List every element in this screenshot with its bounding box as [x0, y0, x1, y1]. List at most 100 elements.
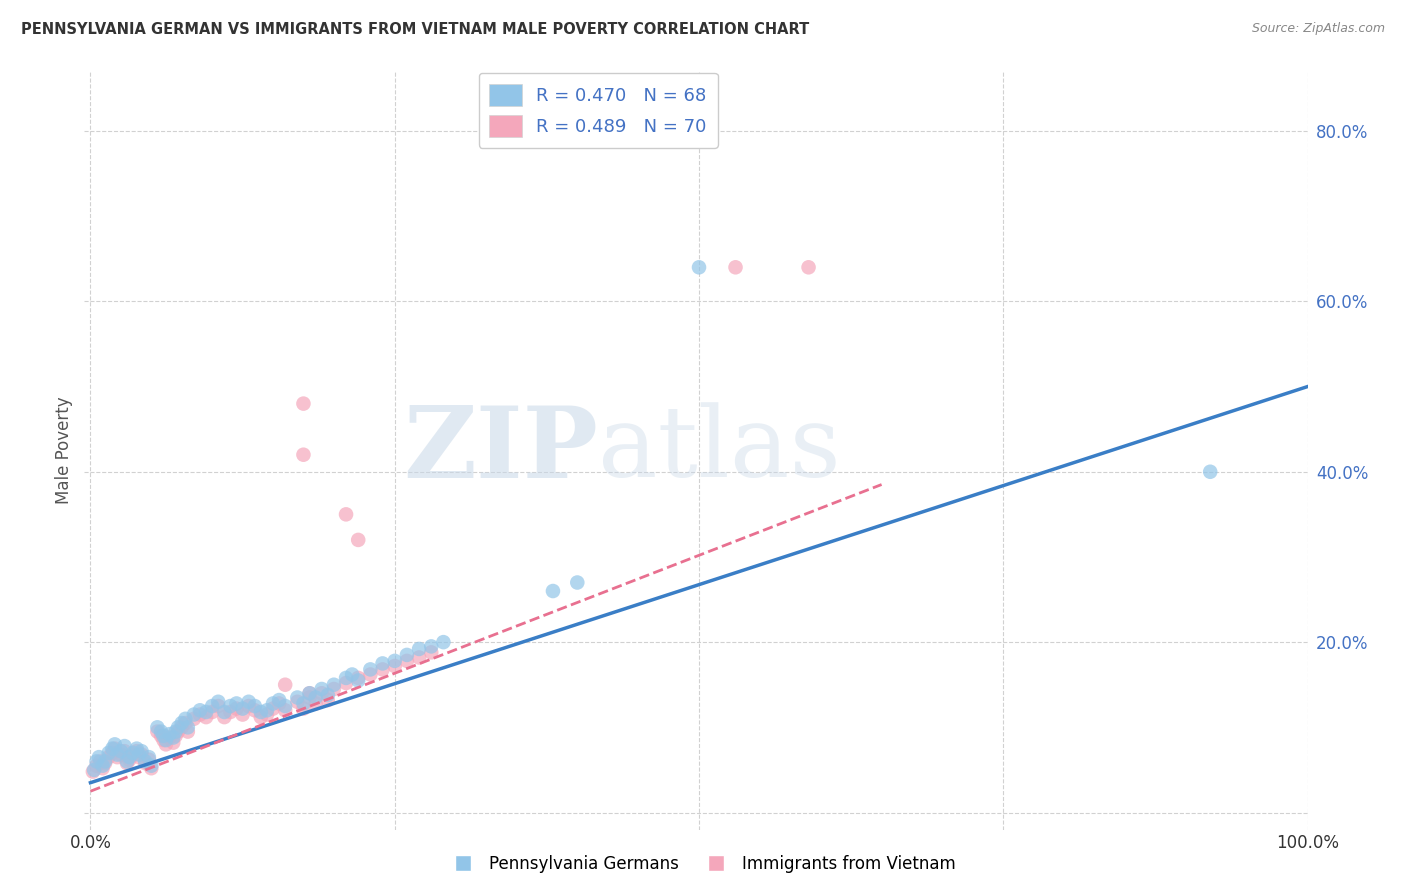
Point — [274, 699, 297, 714]
Text: atlas: atlas — [598, 402, 841, 499]
Point — [162, 736, 184, 750]
Point — [420, 640, 443, 654]
Point — [146, 720, 169, 734]
Point — [155, 737, 177, 751]
Point — [395, 648, 418, 662]
Point — [335, 676, 357, 690]
Point — [125, 744, 148, 758]
Point — [225, 697, 247, 711]
Point — [219, 705, 242, 719]
Point — [110, 744, 132, 758]
Point — [115, 755, 138, 769]
Point — [118, 750, 141, 764]
Point — [285, 690, 308, 705]
Point — [150, 724, 173, 739]
Point — [408, 642, 430, 657]
Point — [225, 701, 247, 715]
Text: ZIP: ZIP — [404, 402, 598, 499]
Point — [384, 654, 406, 668]
Point — [274, 678, 297, 692]
Point — [322, 681, 344, 696]
Point — [1199, 465, 1222, 479]
Point — [150, 729, 173, 743]
Legend: Pennsylvania Germans, Immigrants from Vietnam: Pennsylvania Germans, Immigrants from Vi… — [444, 848, 962, 880]
Point — [167, 724, 190, 739]
Text: Source: ZipAtlas.com: Source: ZipAtlas.com — [1251, 22, 1385, 36]
Point — [91, 761, 114, 775]
Point — [105, 750, 128, 764]
Point — [304, 690, 326, 705]
Point — [134, 756, 156, 771]
Point — [335, 671, 357, 685]
Point — [131, 744, 153, 758]
Legend: R = 0.470   N = 68, R = 0.489   N = 70: R = 0.470 N = 68, R = 0.489 N = 70 — [478, 73, 717, 147]
Point — [94, 756, 117, 771]
Point — [105, 747, 128, 762]
Point — [125, 741, 148, 756]
Point — [152, 729, 174, 743]
Point — [298, 686, 321, 700]
Point — [214, 710, 236, 724]
Point — [159, 731, 181, 745]
Point — [177, 724, 200, 739]
Point — [91, 758, 114, 772]
Point — [159, 727, 181, 741]
Point — [83, 763, 105, 777]
Point — [420, 645, 443, 659]
Point — [269, 697, 291, 711]
Point — [250, 705, 273, 719]
Point — [114, 739, 136, 753]
Point — [87, 750, 110, 764]
Point — [89, 755, 111, 769]
Point — [122, 746, 145, 760]
Point — [797, 260, 820, 275]
Point — [347, 533, 370, 547]
Point — [188, 703, 211, 717]
Point — [188, 707, 211, 722]
Point — [94, 755, 117, 769]
Point — [110, 747, 132, 762]
Point — [207, 699, 229, 714]
Point — [219, 699, 242, 714]
Point — [322, 678, 344, 692]
Point — [371, 657, 394, 671]
Point — [101, 746, 124, 760]
Point — [238, 699, 260, 714]
Point — [432, 635, 454, 649]
Y-axis label: Male Poverty: Male Poverty — [55, 397, 73, 504]
Point — [541, 584, 564, 599]
Point — [335, 508, 357, 522]
Point — [128, 747, 150, 762]
Point — [688, 260, 710, 275]
Point — [183, 707, 205, 722]
Point — [292, 701, 315, 715]
Point — [146, 724, 169, 739]
Point — [97, 746, 120, 760]
Point — [408, 650, 430, 665]
Point — [347, 673, 370, 688]
Point — [165, 729, 187, 743]
Point — [232, 701, 254, 715]
Point — [138, 750, 160, 764]
Point — [269, 693, 291, 707]
Point — [134, 755, 156, 769]
Point — [155, 733, 177, 747]
Point — [128, 750, 150, 764]
Point — [104, 741, 127, 756]
Point — [311, 686, 333, 700]
Point — [115, 756, 138, 771]
Point — [298, 686, 321, 700]
Point — [256, 703, 278, 717]
Point — [101, 741, 124, 756]
Point — [316, 688, 339, 702]
Point — [359, 662, 381, 676]
Point — [262, 697, 284, 711]
Point — [371, 662, 394, 676]
Point — [311, 681, 333, 696]
Point — [274, 703, 297, 717]
Point — [174, 716, 197, 731]
Point — [201, 699, 224, 714]
Point — [86, 758, 108, 772]
Point — [138, 753, 160, 767]
Point — [232, 707, 254, 722]
